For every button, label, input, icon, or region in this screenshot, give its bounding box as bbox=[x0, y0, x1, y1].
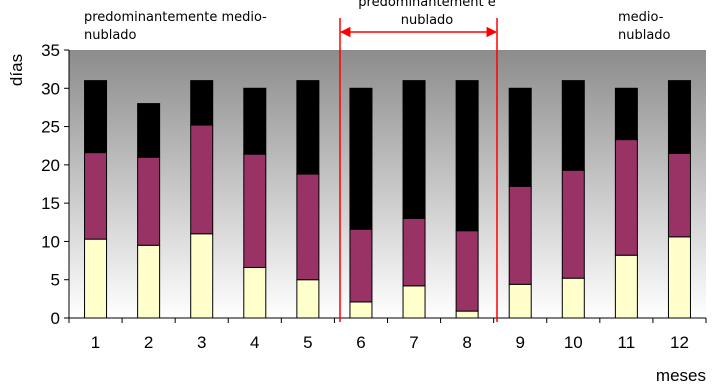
bar-segment bbox=[402, 285, 426, 319]
bar-segment bbox=[667, 236, 691, 319]
x-tick-label: 5 bbox=[303, 333, 312, 352]
bar-segment bbox=[614, 139, 638, 256]
x-axis-label: meses bbox=[656, 366, 706, 385]
bar-segment bbox=[84, 238, 108, 319]
annotation-center: predominantement e nublado bbox=[358, 0, 496, 28]
x-tick-label: 9 bbox=[515, 333, 524, 352]
annotation-right: medio-nublado bbox=[618, 10, 671, 43]
bar-segment bbox=[84, 80, 108, 154]
y-ticks: 0 5 10 15 20 25 30 35 bbox=[41, 41, 69, 328]
x-tick-label: 12 bbox=[670, 333, 689, 352]
bar-segment bbox=[137, 103, 161, 158]
bar-segment bbox=[84, 152, 108, 240]
y-tick-label: 25 bbox=[41, 118, 60, 137]
y-tick-label: 5 bbox=[51, 271, 60, 290]
y-tick-label: 35 bbox=[41, 41, 60, 60]
bar-segment bbox=[455, 80, 479, 232]
red-bracket bbox=[339, 18, 498, 322]
bar-segment bbox=[243, 266, 267, 319]
bar-segment bbox=[561, 80, 585, 171]
bar-segment bbox=[455, 230, 479, 312]
x-tick-label: 3 bbox=[197, 333, 206, 352]
x-tick-label: 10 bbox=[564, 333, 583, 352]
bar-segment bbox=[296, 173, 320, 281]
bar-segment bbox=[402, 80, 426, 219]
bar-segment bbox=[508, 283, 532, 319]
bar-segment bbox=[243, 153, 267, 268]
bar-segment bbox=[561, 277, 585, 319]
bar-segment bbox=[402, 217, 426, 287]
x-tick-label: 4 bbox=[250, 333, 259, 352]
x-ticks: 1 2 3 4 5 6 7 8 9 10 11 12 bbox=[68, 318, 707, 352]
bar-segment bbox=[296, 80, 320, 175]
bar-segment bbox=[137, 156, 161, 246]
bar-segment bbox=[561, 169, 585, 279]
x-tick-label: 7 bbox=[409, 333, 418, 352]
bar-segment bbox=[190, 80, 214, 126]
bar-segment bbox=[296, 279, 320, 319]
y-tick-label: 15 bbox=[41, 194, 60, 213]
x-tick-label: 1 bbox=[91, 333, 100, 352]
bar-segment bbox=[243, 87, 267, 155]
bar-segment bbox=[349, 87, 373, 230]
bar-segment bbox=[349, 228, 373, 303]
plot-area bbox=[69, 50, 706, 318]
bar-segment bbox=[349, 301, 373, 319]
x-tick-label: 8 bbox=[462, 333, 471, 352]
y-tick-label: 30 bbox=[41, 79, 60, 98]
x-tick-label: 11 bbox=[618, 333, 636, 352]
y-tick-label: 20 bbox=[41, 156, 60, 175]
x-tick-label: 2 bbox=[144, 333, 153, 352]
bar-segment bbox=[190, 124, 214, 235]
bar-segment bbox=[190, 233, 214, 319]
bar-segment bbox=[508, 87, 532, 187]
x-tick-label: 6 bbox=[356, 333, 365, 352]
bar-segment bbox=[614, 87, 638, 141]
bar-segment bbox=[614, 254, 638, 319]
y-tick-label: 10 bbox=[41, 232, 60, 251]
bar-segment bbox=[667, 80, 691, 154]
y-axis-label: días bbox=[7, 54, 26, 86]
bar-segment bbox=[455, 310, 479, 319]
bar-segment bbox=[508, 185, 532, 285]
y-tick-label: 0 bbox=[51, 309, 60, 328]
bar-segment bbox=[137, 244, 161, 319]
bars bbox=[84, 80, 691, 319]
bar-segment bbox=[667, 152, 691, 238]
annotation-left: predominantemente medio-nublado bbox=[84, 10, 267, 43]
